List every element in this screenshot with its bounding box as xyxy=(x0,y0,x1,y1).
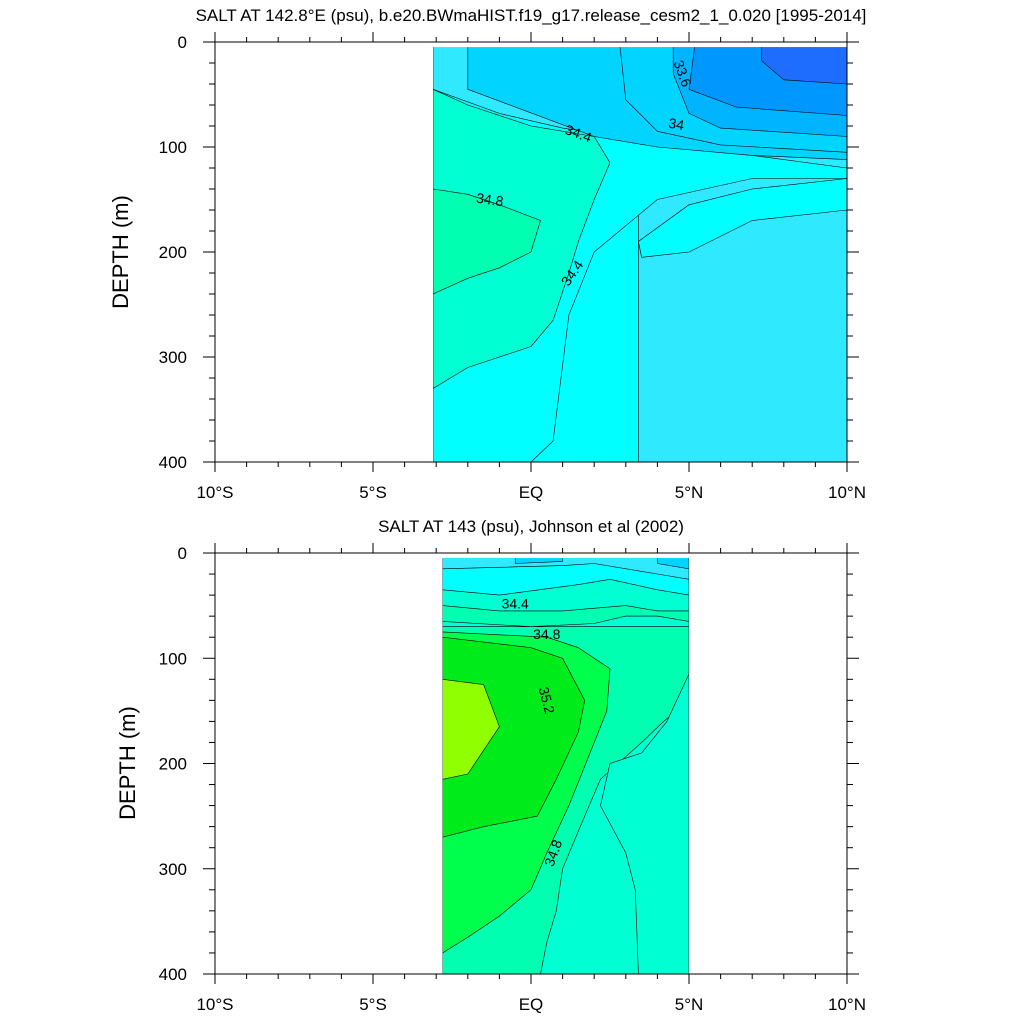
plot-frame xyxy=(214,552,848,975)
y-tick-label: 200 xyxy=(159,755,187,774)
x-tick-label: 10°N xyxy=(828,995,866,1014)
contour-region xyxy=(761,47,847,85)
contour-region xyxy=(442,558,689,580)
y-tick-label: 100 xyxy=(159,649,187,668)
contour-regions xyxy=(442,558,689,974)
contour-region xyxy=(433,188,541,295)
contour-region xyxy=(657,558,689,570)
chart-title: SALT AT 143 (psu), Johnson et al (2002) xyxy=(378,517,684,536)
contour-fills xyxy=(442,558,689,974)
axis-ticks: 10°S 5°S EQ 5°N 10°N 0 100 200 300 400 xyxy=(159,32,866,502)
contour-regions xyxy=(433,47,847,462)
contour-region xyxy=(638,178,847,258)
y-tick-label: 400 xyxy=(159,965,187,984)
contour-label: 35.2 xyxy=(536,685,559,716)
y-axis-label: DEPTH (m) xyxy=(115,706,140,820)
x-tick-label: 5°S xyxy=(359,995,387,1014)
contour-region xyxy=(514,558,563,564)
y-tick-label: 300 xyxy=(159,860,187,879)
y-tick-label: 300 xyxy=(159,348,187,367)
contour-region xyxy=(442,679,500,780)
y-tick-label: 100 xyxy=(159,138,187,157)
contour-label: 34 xyxy=(667,115,685,133)
x-tick-label: 5°N xyxy=(675,995,704,1014)
y-tick-label: 200 xyxy=(159,243,187,262)
y-axis-label: DEPTH (m) xyxy=(108,195,133,309)
contour-region xyxy=(600,673,689,974)
chart-title: SALT AT 142.8°E (psu), b.e20.BWmaHIST.f1… xyxy=(196,6,867,25)
x-tick-label: EQ xyxy=(519,483,544,502)
y-tick-label: 0 xyxy=(178,544,187,563)
plot-frame xyxy=(214,41,848,463)
contour-fills xyxy=(433,47,847,462)
contour-label: 34.8 xyxy=(533,626,560,642)
contour-label: 34.8 xyxy=(475,190,504,210)
x-tick-label: 10°S xyxy=(196,483,233,502)
panel-top: SALT AT 142.8°E (psu), b.e20.BWmaHIST.f1… xyxy=(108,6,866,502)
x-tick-label: 5°S xyxy=(359,483,387,502)
x-tick-label: 10°S xyxy=(196,995,233,1014)
y-tick-label: 400 xyxy=(159,453,187,472)
contour-label: 34.4 xyxy=(502,596,529,612)
axis-ticks: 10°S 5°S EQ 5°N 10°N 0 100 200 300 400 xyxy=(159,543,866,1014)
contour-labels: 34.434.835.234.8 xyxy=(502,596,566,869)
x-tick-label: 10°N xyxy=(828,483,866,502)
y-tick-label: 0 xyxy=(178,33,187,52)
panel-bottom: SALT AT 143 (psu), Johnson et al (2002) … xyxy=(115,517,866,1014)
x-tick-label: 5°N xyxy=(675,483,704,502)
x-tick-label: EQ xyxy=(519,995,544,1014)
